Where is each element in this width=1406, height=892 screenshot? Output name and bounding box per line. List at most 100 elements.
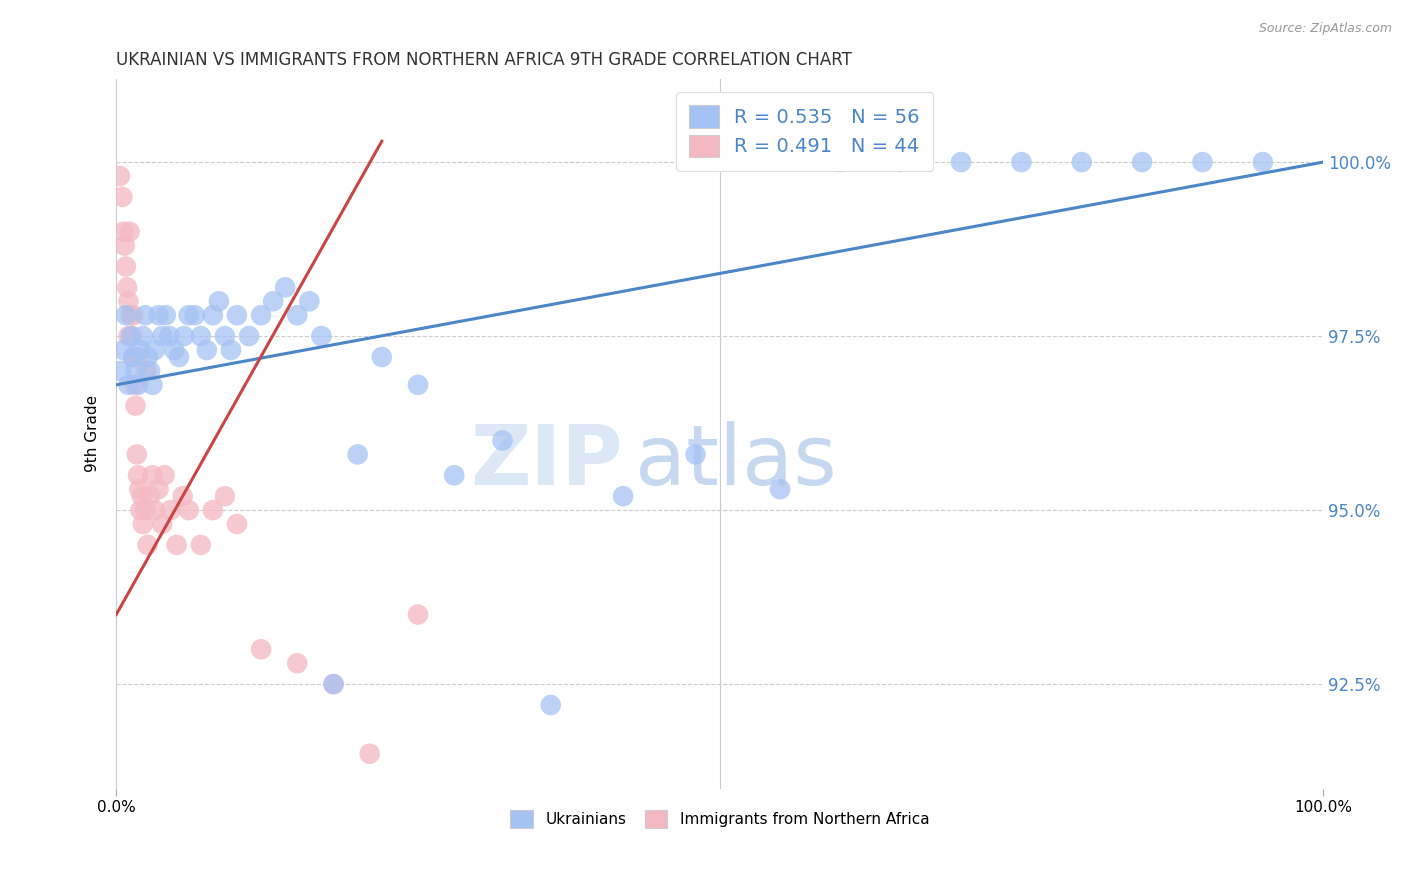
- Point: [250, 642, 273, 657]
- Point: [115, 308, 138, 322]
- Point: [612, 489, 634, 503]
- Point: [129, 503, 152, 517]
- Point: [177, 503, 200, 517]
- Text: UKRAINIAN VS IMMIGRANTS FROM NORTHERN AFRICA 9TH GRADE CORRELATION CHART: UKRAINIAN VS IMMIGRANTS FROM NORTHERN AF…: [117, 51, 852, 69]
- Point: [117, 294, 139, 309]
- Point: [115, 280, 138, 294]
- Point: [127, 468, 149, 483]
- Point: [111, 190, 134, 204]
- Point: [148, 308, 170, 322]
- Point: [112, 225, 135, 239]
- Point: [172, 489, 194, 503]
- Point: [128, 482, 150, 496]
- Point: [208, 294, 231, 309]
- Point: [685, 447, 707, 461]
- Point: [1251, 155, 1274, 169]
- Point: [159, 503, 181, 517]
- Point: [139, 489, 162, 503]
- Point: [830, 155, 852, 169]
- Point: [120, 329, 142, 343]
- Point: [117, 329, 139, 343]
- Point: [1130, 155, 1153, 169]
- Point: [195, 343, 218, 357]
- Point: [201, 308, 224, 322]
- Point: [173, 329, 195, 343]
- Point: [125, 447, 148, 461]
- Point: [132, 516, 155, 531]
- Point: [120, 308, 142, 322]
- Y-axis label: 9th Grade: 9th Grade: [86, 395, 100, 472]
- Point: [148, 482, 170, 496]
- Point: [183, 308, 205, 322]
- Point: [124, 399, 146, 413]
- Point: [1191, 155, 1213, 169]
- Point: [134, 503, 156, 517]
- Point: [110, 364, 132, 378]
- Point: [238, 329, 260, 343]
- Point: [190, 329, 212, 343]
- Point: [322, 677, 344, 691]
- Point: [166, 538, 188, 552]
- Point: [346, 447, 368, 461]
- Text: atlas: atlas: [636, 421, 837, 502]
- Point: [135, 364, 157, 378]
- Point: [143, 503, 166, 517]
- Point: [122, 308, 145, 322]
- Point: [127, 350, 149, 364]
- Point: [118, 225, 141, 239]
- Point: [226, 516, 249, 531]
- Point: [406, 377, 429, 392]
- Point: [108, 169, 131, 183]
- Point: [153, 468, 176, 483]
- Point: [201, 503, 224, 517]
- Point: [115, 260, 138, 274]
- Text: ZIP: ZIP: [471, 421, 623, 502]
- Point: [157, 329, 180, 343]
- Point: [122, 350, 145, 364]
- Point: [150, 516, 173, 531]
- Point: [141, 377, 163, 392]
- Point: [371, 350, 394, 364]
- Point: [177, 308, 200, 322]
- Point: [124, 377, 146, 392]
- Point: [136, 350, 159, 364]
- Point: [285, 657, 308, 671]
- Point: [250, 308, 273, 322]
- Point: [134, 308, 156, 322]
- Point: [298, 294, 321, 309]
- Point: [274, 280, 297, 294]
- Point: [443, 468, 465, 483]
- Point: [143, 343, 166, 357]
- Point: [214, 329, 236, 343]
- Point: [155, 308, 177, 322]
- Point: [132, 329, 155, 343]
- Point: [769, 482, 792, 496]
- Point: [131, 489, 153, 503]
- Point: [117, 377, 139, 392]
- Legend: Ukrainians, Immigrants from Northern Africa: Ukrainians, Immigrants from Northern Afr…: [503, 805, 935, 834]
- Point: [1070, 155, 1092, 169]
- Point: [262, 294, 284, 309]
- Point: [214, 489, 236, 503]
- Point: [150, 329, 173, 343]
- Point: [950, 155, 973, 169]
- Point: [141, 468, 163, 483]
- Point: [129, 343, 152, 357]
- Point: [136, 538, 159, 552]
- Point: [406, 607, 429, 622]
- Point: [124, 364, 146, 378]
- Point: [190, 538, 212, 552]
- Point: [322, 677, 344, 691]
- Point: [219, 343, 242, 357]
- Point: [491, 434, 513, 448]
- Point: [114, 238, 136, 252]
- Point: [122, 350, 145, 364]
- Text: Source: ZipAtlas.com: Source: ZipAtlas.com: [1258, 22, 1392, 36]
- Point: [121, 329, 143, 343]
- Point: [890, 155, 912, 169]
- Point: [285, 308, 308, 322]
- Point: [311, 329, 333, 343]
- Point: [226, 308, 249, 322]
- Point: [540, 698, 562, 712]
- Point: [167, 350, 190, 364]
